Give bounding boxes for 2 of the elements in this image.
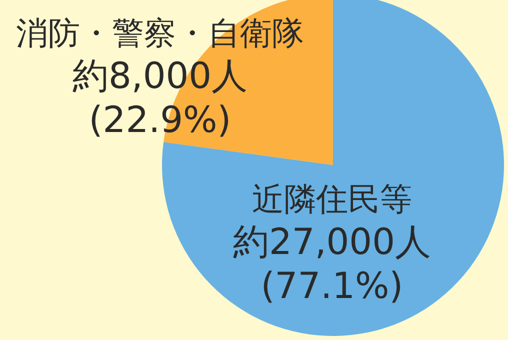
data-label: 約27,000人 (77.1%) bbox=[233, 222, 431, 307]
slice-label: 近隣住民等 bbox=[252, 180, 412, 218]
